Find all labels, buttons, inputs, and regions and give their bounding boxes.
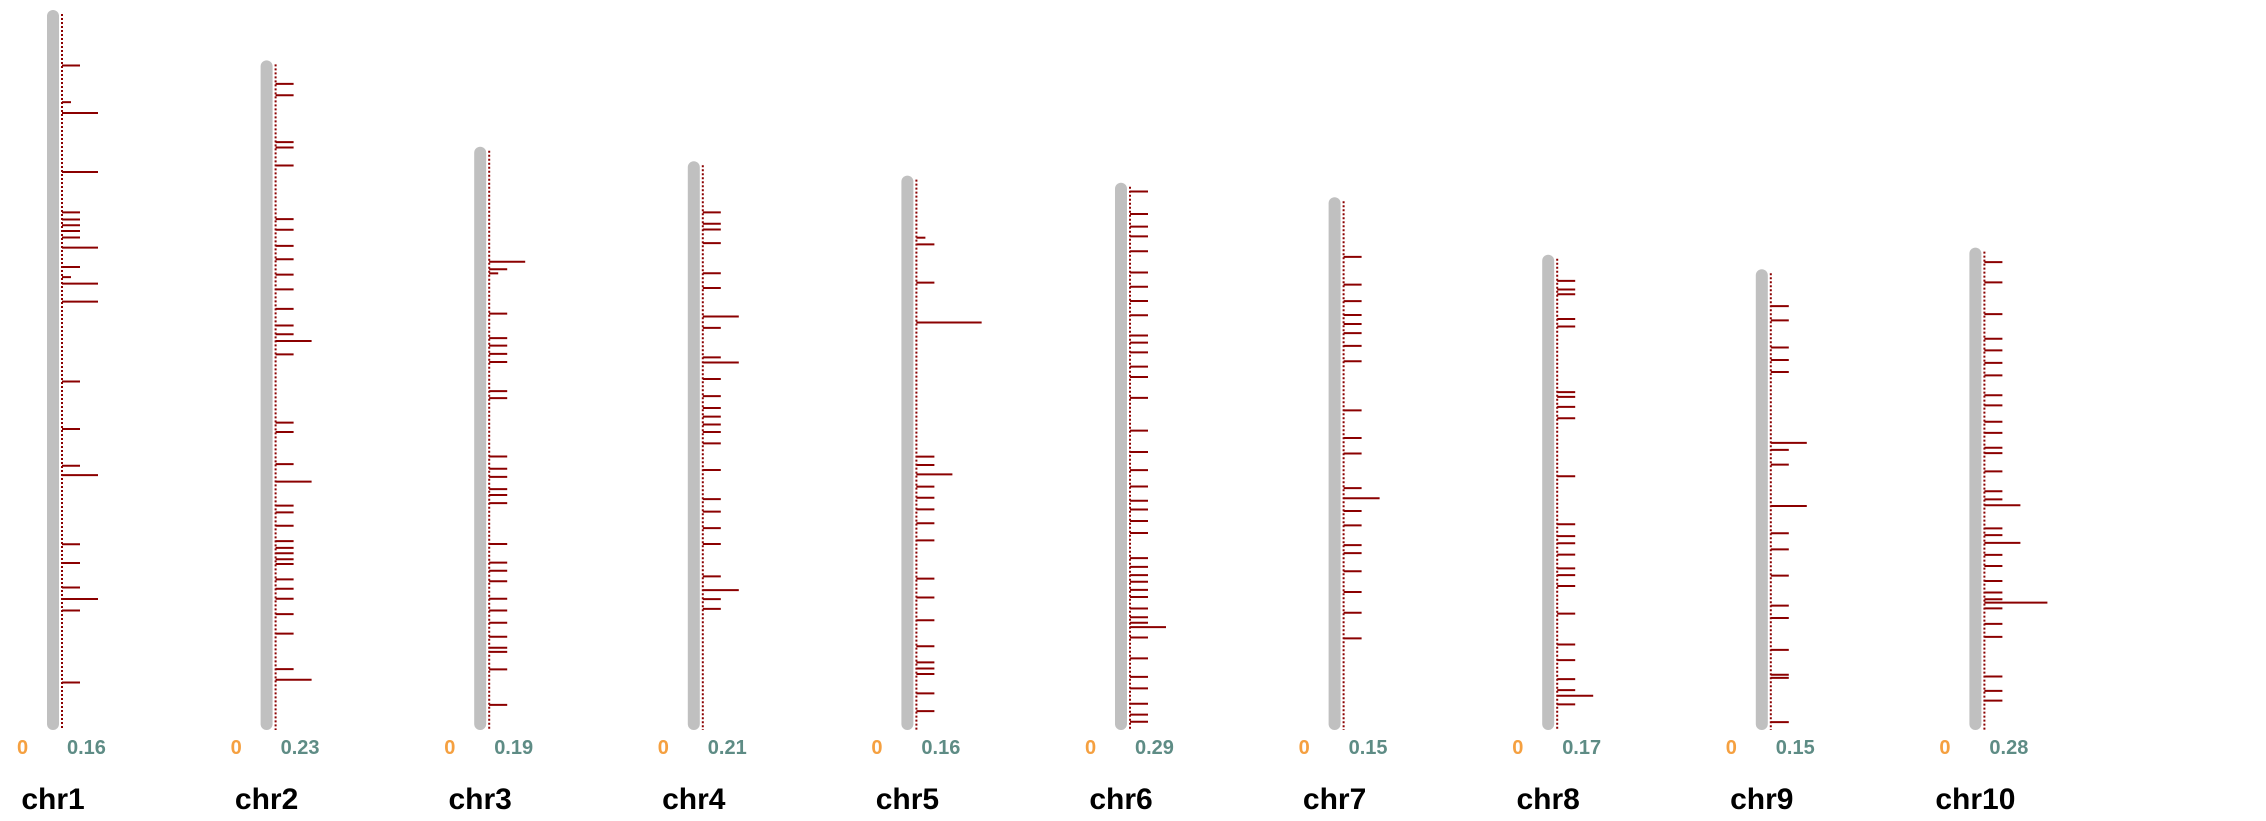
chromosome-chr3: 0 0.19 chr3 — [444, 146, 533, 816]
min-value-label: 0 — [1726, 737, 1737, 759]
chromosome-bar — [1328, 197, 1341, 730]
chromosome-label: chr4 — [662, 783, 726, 816]
max-value-label: 0.19 — [494, 737, 533, 759]
chromosome-label: chr5 — [876, 783, 939, 816]
min-value-label: 0 — [1512, 737, 1523, 759]
chromosome-chr6: 0 0.29 chr6 — [1085, 182, 1174, 816]
chromosome-chr1: 0 0.16 chr1 — [17, 10, 106, 816]
chromosome-chr8: 0 0.17 chr8 — [1512, 254, 1601, 816]
chromosome-chr2: 0 0.23 chr2 — [231, 60, 320, 816]
max-value-label: 0.15 — [1349, 737, 1388, 759]
chromosome-bar — [1755, 269, 1768, 730]
max-value-label: 0.16 — [921, 737, 960, 759]
min-value-label: 0 — [1939, 737, 1950, 759]
chromosome-chr9: 0 0.15 chr9 — [1726, 269, 1815, 816]
min-value-label: 0 — [871, 737, 882, 759]
max-value-label: 0.23 — [281, 737, 320, 759]
min-value-label: 0 — [1299, 737, 1310, 759]
max-value-label: 0.21 — [708, 737, 747, 759]
chromosome-bar — [1542, 254, 1555, 731]
chromosome-bar — [47, 10, 59, 730]
min-value-label: 0 — [231, 737, 242, 759]
chromosome-chr10: 0 0.28 chr10 — [1935, 247, 2048, 816]
chromosome-label: chr6 — [1089, 783, 1152, 816]
chromosome-label: chr8 — [1517, 783, 1580, 816]
max-value-label: 0.15 — [1776, 737, 1815, 759]
min-value-label: 0 — [1085, 737, 1096, 759]
chromosome-label: chr10 — [1935, 783, 2015, 816]
chromosome-label: chr1 — [21, 783, 84, 816]
chromosome-label: chr2 — [235, 783, 298, 816]
chromosome-bar — [474, 146, 487, 731]
min-value-label: 0 — [658, 737, 669, 759]
chromosome-bar — [1969, 247, 1982, 730]
chromosome-bar — [260, 60, 273, 730]
chromosome-bar — [687, 161, 700, 730]
chromosome-chr4: 0 0.21 chr4 — [658, 161, 747, 816]
chromosome-chr5: 0 0.16 chr5 — [871, 175, 982, 816]
max-value-label: 0.28 — [1989, 737, 2028, 759]
chromosome-label: chr3 — [449, 783, 512, 816]
chromosome-bar — [901, 175, 914, 731]
max-value-label: 0.29 — [1135, 737, 1174, 759]
chromosome-bar — [1115, 182, 1127, 731]
chromosome-label: chr9 — [1730, 783, 1793, 816]
min-value-label: 0 — [444, 737, 455, 759]
min-value-label: 0 — [17, 737, 28, 759]
max-value-label: 0.17 — [1562, 737, 1601, 759]
max-value-label: 0.16 — [67, 737, 106, 759]
chromosome-chr7: 0 0.15 chr7 — [1299, 197, 1388, 816]
chromosome-label: chr7 — [1303, 783, 1366, 816]
